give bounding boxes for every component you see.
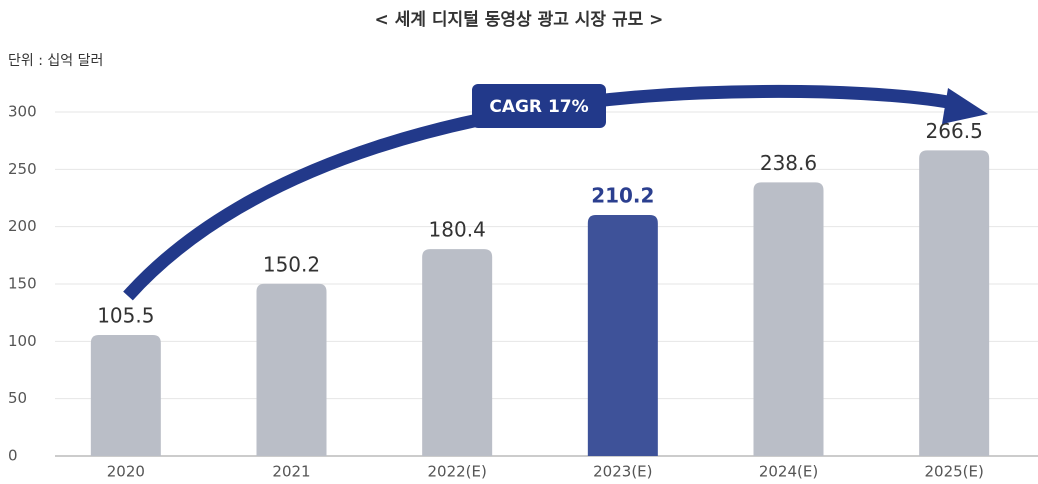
- cagr-arrow: [123, 84, 960, 301]
- y-tick-label: 100: [8, 332, 37, 350]
- x-tick-label: 2020: [107, 463, 145, 481]
- grid: 0 50 100 150 200 250 300: [8, 103, 1038, 465]
- cagr-label: CAGR 17%: [489, 97, 588, 117]
- bar: [919, 150, 990, 456]
- y-tick-label: 50: [8, 389, 27, 407]
- x-tick-label: 2023(E): [593, 463, 652, 481]
- value-label: 105.5: [97, 304, 154, 328]
- bar: [753, 182, 824, 456]
- value-label: 150.2: [263, 252, 320, 276]
- y-tick-label: 150: [8, 275, 37, 293]
- value-label: 266.5: [926, 119, 983, 143]
- arrow-head: [942, 88, 988, 124]
- bars: 2020 105.5 2021 150.2 2022(E) 180.4 2023(E) 210…: [90, 119, 990, 481]
- y-tick-label: 300: [8, 103, 37, 121]
- bar: [422, 249, 493, 456]
- value-label: 180.4: [429, 218, 486, 242]
- chart-title: < 세계 디지털 동영상 광고 시장 규모 >: [375, 10, 664, 30]
- y-tick-label: 250: [8, 160, 37, 178]
- bar: [587, 214, 658, 456]
- cagr-box: [472, 84, 606, 128]
- bar: [90, 335, 161, 456]
- x-tick-label: 2021: [272, 463, 310, 481]
- value-label: 238.6: [760, 151, 817, 175]
- x-tick-label: 2025(E): [924, 463, 983, 481]
- x-tick-label: 2022(E): [427, 463, 486, 481]
- y-tick-label: 200: [8, 217, 37, 235]
- unit-label: 단위 : 십억 달러: [8, 53, 103, 69]
- bar: [256, 283, 327, 456]
- value-label: 210.2: [591, 183, 654, 207]
- y-tick-label: 0: [8, 447, 18, 465]
- x-tick-label: 2024(E): [759, 463, 818, 481]
